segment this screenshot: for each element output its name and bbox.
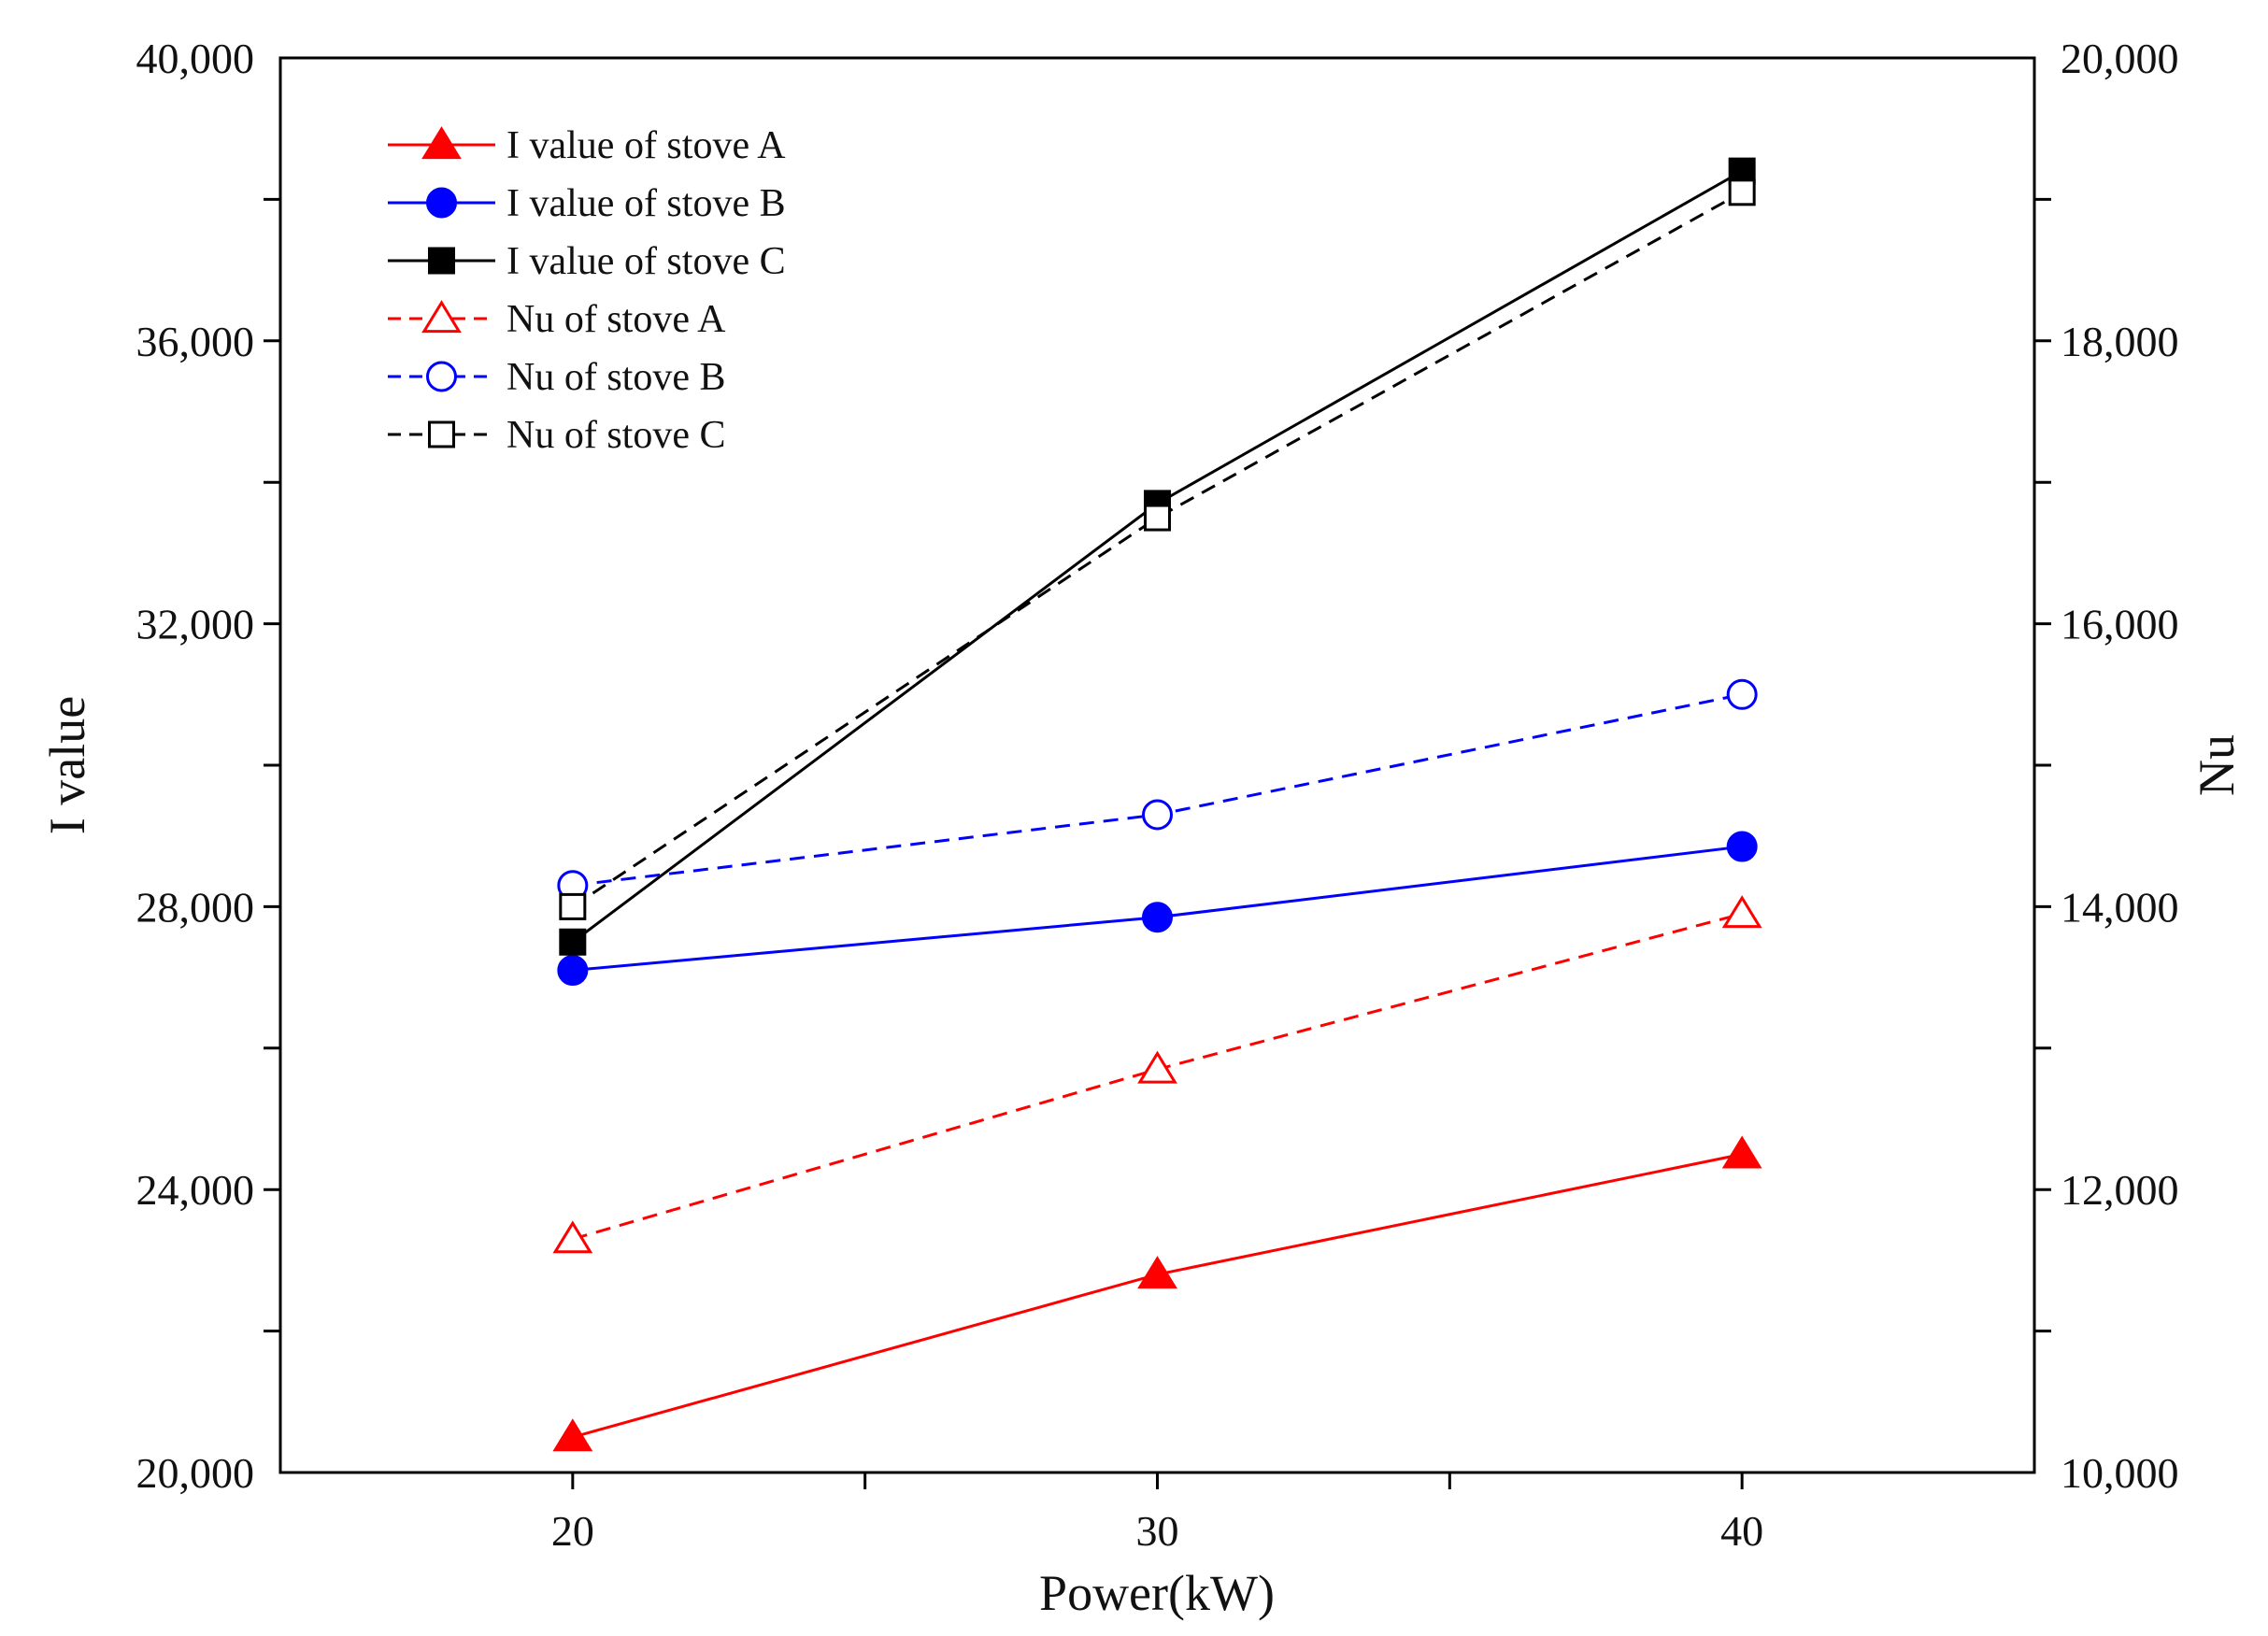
y-tick-label: 20,000 [136,1449,255,1497]
data-point [1726,678,1758,710]
legend-marker [426,361,457,392]
y-axis-title: I value [39,696,95,834]
x-tick-label: 20 [551,1507,594,1555]
data-point [1726,831,1758,862]
y2-tick-label: 20,000 [2061,35,2179,82]
series-6 [559,178,1756,920]
legend-entry: I value of stove A [388,124,786,167]
legend-label: Nu of stove B [506,356,726,399]
legend-entry: I value of stove C [388,240,786,283]
legend-label: Nu of stove A [506,298,726,341]
legend-entry: I value of stove B [388,182,786,225]
data-point [559,892,587,920]
data-point [1137,1256,1177,1289]
data-point [559,928,587,956]
x-tick-label: 30 [1136,1507,1179,1555]
data-point [1142,902,1173,933]
legend: I value of stove A I value of stove B I va… [388,124,786,457]
y-tick-label: 24,000 [136,1166,255,1214]
data-point [1721,1135,1762,1169]
series-1 [552,1135,1762,1452]
y-tick-label: 40,000 [136,35,255,82]
series-layer [552,157,1762,1452]
series-4 [552,895,1762,1254]
legend-label: I value of stove C [506,240,786,283]
series-2 [557,831,1758,987]
data-point [557,955,589,987]
legend-label: I value of stove B [506,182,786,225]
series-3 [559,157,1756,956]
data-point [552,1418,593,1452]
y2-tick-label: 16,000 [2061,601,2179,648]
y2-tick-label: 14,000 [2061,883,2179,931]
data-point [1144,504,1171,532]
axis-ticks [264,197,2051,1489]
legend-entry: Nu of stove C [388,414,726,457]
x-axis-title: Power(kW) [1039,1565,1275,1621]
y2-axis-title: Nu [2189,734,2245,796]
y-tick-label: 32,000 [136,601,255,648]
data-point [1721,895,1762,929]
legend-marker [421,300,462,334]
tick-labels: 20 30 40 20,000 24,000 28,000 32,000 36,000 40,0… [136,35,2179,1555]
series-line [572,191,1743,908]
y2-tick-label: 12,000 [2061,1166,2179,1214]
legend-entry: Nu of stove B [388,356,726,399]
series-5 [557,678,1758,902]
legend-label: Nu of stove C [506,414,726,457]
legend-marker [426,187,457,219]
y-tick-label: 36,000 [136,318,255,365]
data-point [552,1220,593,1254]
x-tick-label: 40 [1720,1507,1763,1555]
y2-tick-label: 18,000 [2061,318,2179,365]
data-point [1728,178,1756,206]
data-point [1142,799,1173,831]
legend-marker [428,420,455,448]
data-point [1137,1050,1177,1084]
legend-label: I value of stove A [506,124,786,167]
legend-marker [428,247,455,275]
y-tick-label: 28,000 [136,883,255,931]
legend-marker [421,126,462,160]
y2-tick-label: 10,000 [2061,1449,2179,1497]
legend-entry: Nu of stove A [388,298,726,341]
